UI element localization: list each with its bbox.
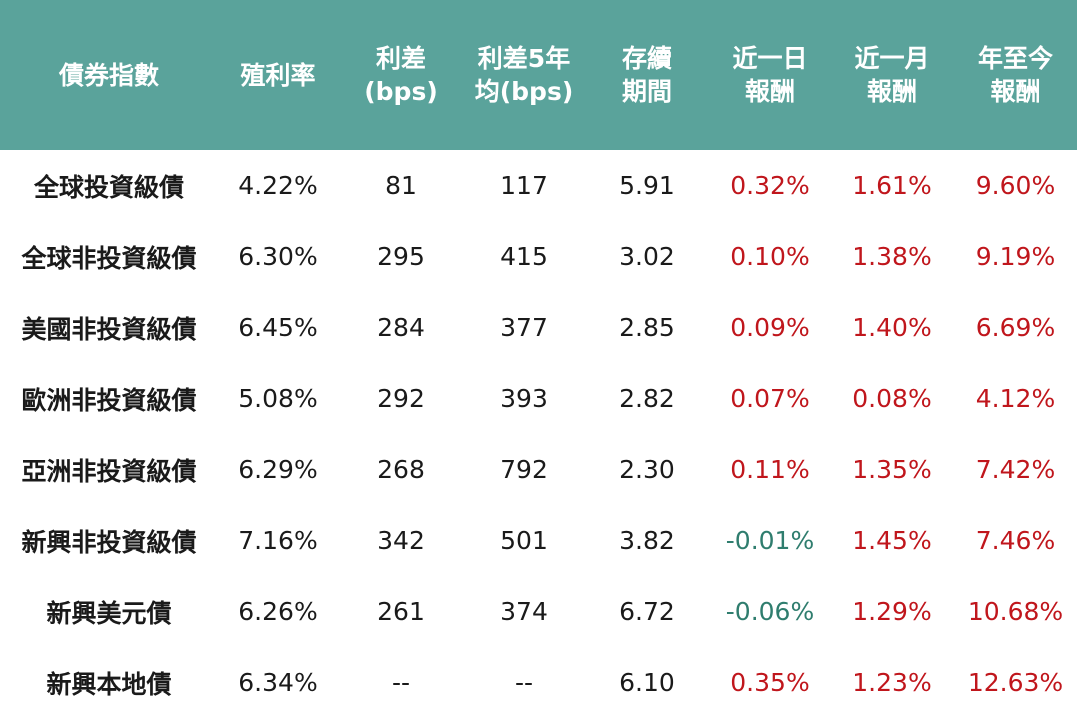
table-row: 歐洲非投資級債 5.08% 292 393 2.82 0.07% 0.08% 4.12% xyxy=(0,363,1077,434)
header-duration: 存續 期間 xyxy=(621,44,672,106)
cell-duration: 3.02 xyxy=(619,242,675,271)
cell-duration: 5.91 xyxy=(619,171,675,200)
header-bond-index: 債券指數 xyxy=(58,60,159,90)
cell-yield: 6.45% xyxy=(238,313,318,342)
cell-yield: 6.30% xyxy=(238,242,318,271)
cell-ytd-return: 9.60% xyxy=(975,171,1056,200)
cell-spread-5y-avg: 374 xyxy=(500,597,548,626)
cell-duration: 2.85 xyxy=(619,313,675,342)
cell-1d-return: -0.06% xyxy=(725,597,815,626)
cell-yield: 6.29% xyxy=(238,455,318,484)
cell-ytd-return: 10.68% xyxy=(967,597,1064,626)
cell-spread-5y-avg: 415 xyxy=(500,242,548,271)
cell-1m-return: 1.40% xyxy=(852,313,932,342)
cell-1d-return: 0.11% xyxy=(730,455,810,484)
header-spread-5y-avg: 利差5年 均(bps) xyxy=(474,44,574,106)
header-yield: 殖利率 xyxy=(240,60,316,90)
cell-spread: 295 xyxy=(377,242,425,271)
cell-duration: 2.82 xyxy=(619,384,675,413)
cell-duration: 3.82 xyxy=(619,526,675,555)
cell-bond-name: 新興本地債 xyxy=(46,669,172,699)
cell-yield: 7.16% xyxy=(238,526,318,555)
cell-spread: 261 xyxy=(377,597,425,626)
cell-spread-5y-avg: 393 xyxy=(500,384,548,413)
cell-spread: 292 xyxy=(377,384,425,413)
cell-1d-return: 0.10% xyxy=(730,242,810,271)
cell-yield: 6.34% xyxy=(238,668,318,697)
table-row: 亞洲非投資級債 6.29% 268 792 2.30 0.11% 1.35% 7.42% xyxy=(0,434,1077,505)
cell-duration: 2.30 xyxy=(619,455,675,484)
cell-bond-name: 美國非投資級債 xyxy=(21,314,197,344)
table-row: 美國非投資級債 6.45% 284 377 2.85 0.09% 1.40% 6.69% xyxy=(0,292,1077,363)
cell-1m-return: 0.08% xyxy=(852,384,932,413)
cell-bond-name: 全球非投資級債 xyxy=(21,243,197,273)
header-spread: 利差 (bps) xyxy=(364,44,438,106)
cell-1d-return: 0.32% xyxy=(730,171,810,200)
cell-bond-name: 新興非投資級債 xyxy=(21,527,197,557)
table-row: 新興美元債 6.26% 261 374 6.72 -0.06% 1.29% 10.68% xyxy=(0,576,1077,647)
header-ytd-return: 年至今 報酬 xyxy=(977,44,1053,106)
cell-spread: 342 xyxy=(377,526,425,555)
cell-ytd-return: 7.42% xyxy=(975,455,1056,484)
cell-bond-name: 歐洲非投資級債 xyxy=(21,385,197,415)
cell-1m-return: 1.38% xyxy=(852,242,932,271)
cell-bond-name: 亞洲非投資級債 xyxy=(21,456,197,486)
table-row: 新興本地債 6.34% -- -- 6.10 0.35% 1.23% 12.63% xyxy=(0,647,1077,718)
table-row: 全球投資級債 4.22% 81 117 5.91 0.32% 1.61% 9.60% xyxy=(0,150,1077,221)
cell-ytd-return: 4.12% xyxy=(975,384,1056,413)
cell-spread-5y-avg: 377 xyxy=(500,313,548,342)
cell-bond-name: 新興美元債 xyxy=(46,598,172,628)
cell-1d-return: -0.01% xyxy=(725,526,815,555)
cell-yield: 6.26% xyxy=(238,597,318,626)
header-1d-return: 近一日 報酬 xyxy=(732,44,808,106)
cell-1m-return: 1.35% xyxy=(852,455,932,484)
cell-yield: 5.08% xyxy=(238,384,318,413)
cell-1d-return: 0.07% xyxy=(730,384,810,413)
table-row: 全球非投資級債 6.30% 295 415 3.02 0.10% 1.38% 9.19% xyxy=(0,221,1077,292)
cell-ytd-return: 6.69% xyxy=(975,313,1056,342)
cell-duration: 6.72 xyxy=(619,597,675,626)
cell-duration: 6.10 xyxy=(619,668,675,697)
table-header: 債券指數 殖利率 利差 (bps) 利差5年 均(bps) 存續 期間 近一日 … xyxy=(0,0,1077,150)
cell-bond-name: 全球投資級債 xyxy=(33,172,184,202)
cell-ytd-return: 7.46% xyxy=(975,526,1056,555)
cell-spread: 284 xyxy=(377,313,425,342)
cell-spread-5y-avg: 501 xyxy=(500,526,548,555)
cell-spread: 81 xyxy=(385,171,417,200)
cell-spread-5y-avg: -- xyxy=(514,668,534,697)
cell-1m-return: 1.61% xyxy=(852,171,932,200)
header-1m-return: 近一月 報酬 xyxy=(854,44,930,106)
table-body: 全球投資級債 4.22% 81 117 5.91 0.32% 1.61% 9.60% 全球非投資… xyxy=(0,150,1077,718)
cell-1m-return: 1.23% xyxy=(852,668,932,697)
cell-1m-return: 1.45% xyxy=(852,526,932,555)
cell-spread-5y-avg: 117 xyxy=(500,171,548,200)
cell-ytd-return: 12.63% xyxy=(967,668,1064,697)
cell-yield: 4.22% xyxy=(238,171,318,200)
cell-1d-return: 0.09% xyxy=(730,313,810,342)
cell-spread-5y-avg: 792 xyxy=(500,455,548,484)
cell-spread: 268 xyxy=(377,455,425,484)
cell-1m-return: 1.29% xyxy=(852,597,932,626)
table-row: 新興非投資級債 7.16% 342 501 3.82 -0.01% 1.45% 7.46% xyxy=(0,505,1077,576)
cell-1d-return: 0.35% xyxy=(730,668,810,697)
cell-ytd-return: 9.19% xyxy=(975,242,1056,271)
cell-spread: -- xyxy=(391,668,411,697)
